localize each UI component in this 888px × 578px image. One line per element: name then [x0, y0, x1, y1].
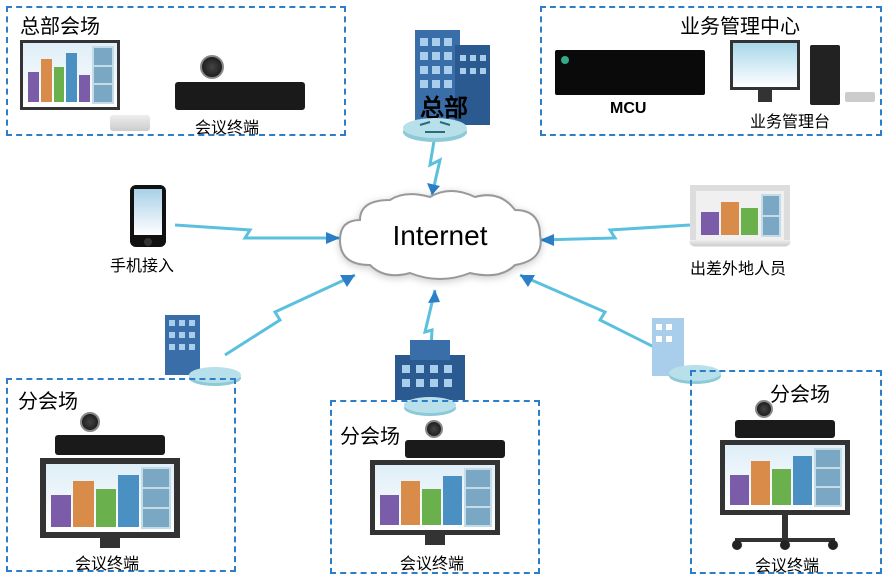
biz-center-title: 业务管理中心	[680, 10, 800, 39]
mcu-icon	[555, 50, 705, 95]
branch-right-camera-icon	[755, 400, 773, 418]
branch-right-terminal-label: 会议终端	[755, 552, 819, 576]
hq-terminal-icon	[175, 82, 305, 110]
mobile-phone-icon	[130, 185, 166, 247]
branch-left-terminal-label: 会议终端	[75, 550, 139, 574]
hq-terminal-label: 会议终端	[195, 114, 259, 138]
stand-pole	[782, 515, 788, 540]
mobile-label: 手机接入	[110, 252, 174, 276]
branch-left-terminal-icon	[55, 435, 165, 455]
branch-left-screen	[40, 458, 180, 538]
console-monitor-icon	[730, 40, 800, 90]
branch-mid-camera-icon	[425, 420, 443, 438]
projector-icon	[110, 115, 150, 131]
branch-right-terminal-icon	[735, 420, 835, 438]
hq-projection-screen	[20, 40, 120, 110]
branch-right-title: 分会场	[770, 378, 830, 407]
branch-right-screen	[720, 440, 850, 515]
branch-left-title: 分会场	[18, 385, 78, 414]
traveler-laptop-icon	[690, 185, 790, 248]
traveler-label: 出差外地人员	[690, 255, 786, 279]
internet-cloud: Internet	[320, 185, 560, 305]
hq-router-icon	[400, 110, 470, 145]
branch-left-camera-icon	[80, 412, 100, 432]
hq-venue-title: 总部会场	[20, 10, 100, 39]
keyboard-icon	[845, 92, 875, 102]
branch-mid-terminal-label: 会议终端	[400, 550, 464, 574]
branch-mid-title: 分会场	[340, 420, 400, 449]
branch-mid-screen	[370, 460, 500, 535]
console-label: 业务管理台	[750, 108, 830, 132]
branch-mid-terminal-icon	[405, 440, 505, 458]
internet-label: Internet	[393, 220, 488, 251]
console-tower-icon	[810, 45, 840, 105]
hq-camera-icon	[200, 55, 224, 79]
mcu-label: MCU	[610, 100, 646, 118]
